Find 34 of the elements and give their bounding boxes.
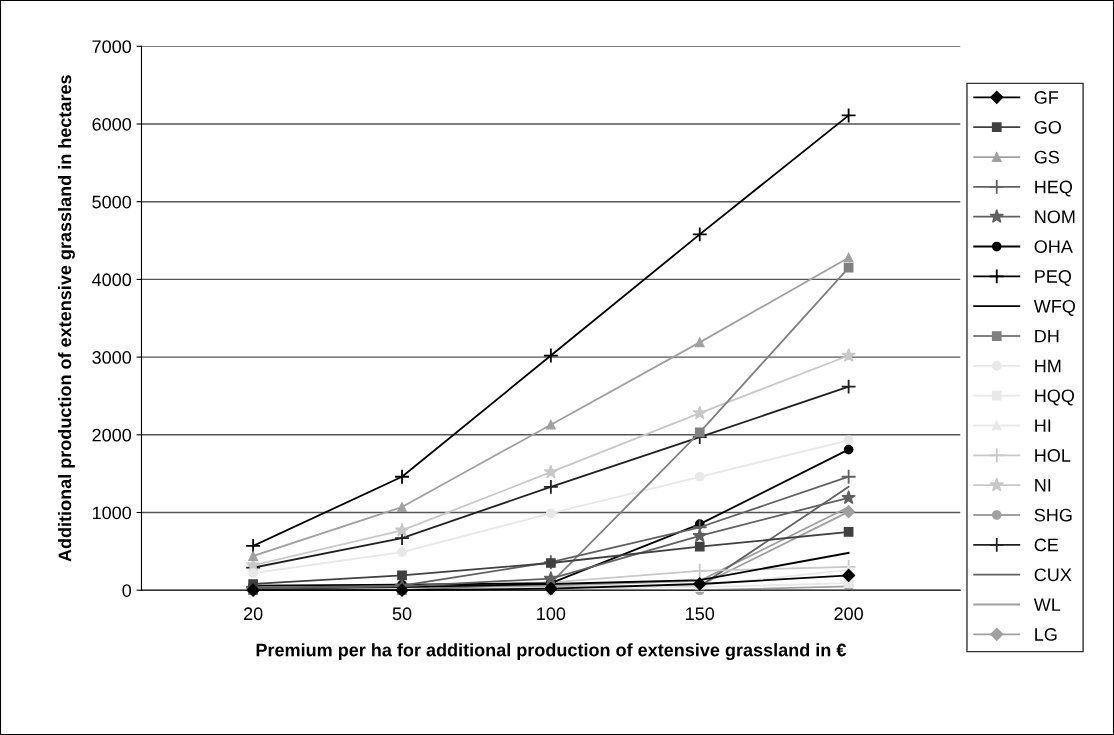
legend-label: GO [1034, 120, 1061, 134]
legend-label: PEQ [1035, 270, 1072, 287]
x-tick-label: 100 [537, 607, 566, 621]
legend-label: HEQ [1035, 180, 1073, 197]
y-tick-label: 2000 [92, 428, 132, 442]
x-tick-label: 150 [686, 607, 715, 621]
x-axis-title: Premium per ha for additional production of extensive grassland in € [256, 643, 847, 661]
legend-label: CE [1034, 538, 1059, 552]
y-tick-label: 7000 [92, 40, 132, 54]
legend-label: HQQ [1035, 389, 1075, 406]
legend-label: HOL [1035, 449, 1071, 462]
y-tick-label: 1000 [92, 506, 132, 520]
legend-label: WL [1033, 598, 1061, 611]
x-tick-label: 200 [834, 607, 863, 621]
y-tick-label: 5000 [92, 195, 132, 209]
y-tick-label: 6000 [92, 117, 132, 131]
y-axis-title: Additional production of extensive grassland in hectares [58, 75, 75, 562]
x-tick-label: 50 [392, 607, 412, 621]
legend-label: DH [1035, 329, 1059, 343]
y-tick-label: 4000 [92, 273, 132, 287]
legend-label: HI [1035, 419, 1051, 432]
legend-label: HM [1035, 359, 1061, 373]
legend-label: GF [1034, 91, 1059, 104]
legend-label: LG [1035, 628, 1057, 641]
legend-label: SHG [1034, 508, 1072, 522]
y-tick-label: 3000 [92, 351, 132, 364]
legend-label: CUX [1034, 568, 1072, 582]
x-tick-label: 20 [244, 607, 263, 621]
legend-label: NOM [1035, 210, 1075, 224]
legend-label: WFQ [1033, 299, 1076, 316]
y-tick-label: 0 [122, 584, 132, 597]
legend-label: GS [1034, 150, 1060, 164]
legend-label: NI [1035, 479, 1051, 492]
legend-label: OHA [1034, 240, 1073, 254]
